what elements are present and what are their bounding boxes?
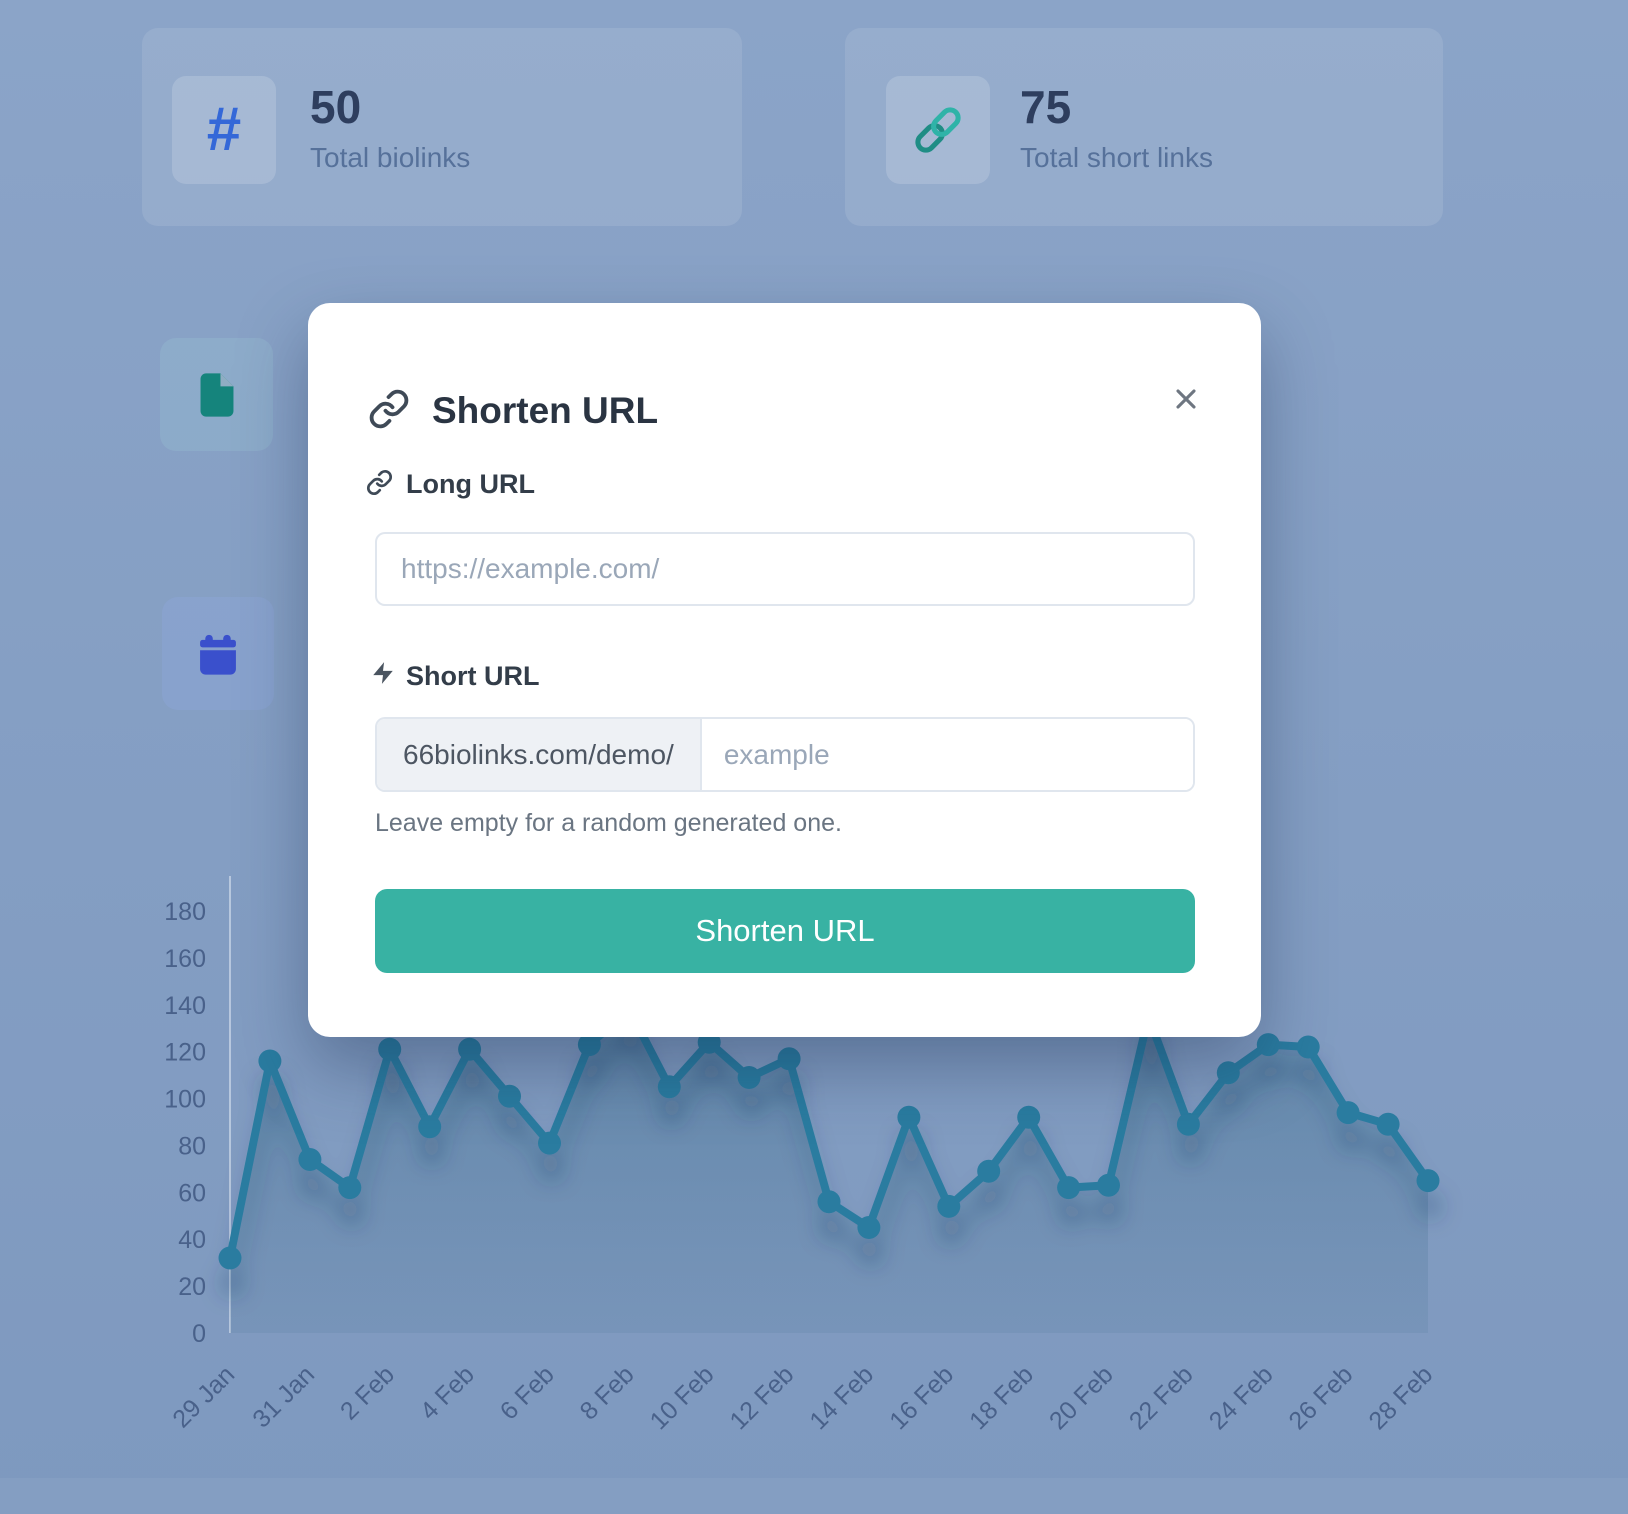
svg-text:160: 160	[164, 945, 206, 973]
calendar-icon	[162, 597, 274, 710]
background-band	[0, 1478, 1628, 1514]
svg-text:22 Feb: 22 Feb	[1124, 1360, 1199, 1435]
file-icon	[200, 372, 233, 417]
svg-text:26 Feb: 26 Feb	[1283, 1360, 1358, 1435]
shortlinks-count: 75	[1020, 81, 1072, 133]
svg-text:2 Feb: 2 Feb	[335, 1360, 400, 1425]
svg-text:18 Feb: 18 Feb	[964, 1360, 1039, 1435]
svg-text:12 Feb: 12 Feb	[724, 1360, 799, 1435]
link-icon	[369, 389, 409, 429]
svg-text:0: 0	[192, 1320, 206, 1348]
svg-text:24 Feb: 24 Feb	[1204, 1360, 1279, 1435]
biolinks-count: 50	[310, 81, 362, 133]
svg-text:20: 20	[178, 1273, 206, 1301]
svg-text:80: 80	[178, 1132, 206, 1160]
svg-text:6 Feb: 6 Feb	[495, 1360, 560, 1425]
chain-link-icon	[915, 107, 961, 153]
lightning-icon	[373, 662, 393, 684]
short-url-input[interactable]	[701, 719, 1193, 790]
stat-card-biolinks	[142, 28, 742, 226]
shorten-url-modal: Shorten URL Long URL Short URL 66biolink…	[308, 303, 1261, 1037]
svg-text:120: 120	[164, 1039, 206, 1067]
short-url-prefix: 66biolinks.com/demo/	[377, 719, 702, 790]
long-url-label: Long URL	[406, 469, 535, 499]
svg-text:31 Jan: 31 Jan	[247, 1360, 320, 1433]
short-url-input-group: 66biolinks.com/demo/	[375, 717, 1195, 792]
close-icon	[1176, 389, 1196, 409]
link-icon	[366, 469, 393, 496]
calendar-glyph-icon	[200, 634, 236, 675]
link-icon	[886, 76, 990, 184]
svg-text:100: 100	[164, 1086, 206, 1114]
shorten-url-button[interactable]: Shorten URL	[375, 889, 1195, 973]
svg-text:10 Feb: 10 Feb	[645, 1360, 720, 1435]
svg-text:60: 60	[178, 1179, 206, 1207]
shorten-url-button-label: Shorten URL	[695, 913, 875, 948]
svg-text:4 Feb: 4 Feb	[415, 1360, 480, 1425]
svg-text:8 Feb: 8 Feb	[575, 1360, 640, 1425]
svg-text:40: 40	[178, 1226, 206, 1254]
short-url-label: Short URL	[406, 661, 540, 691]
shortlinks-label: Total short links	[1020, 142, 1213, 173]
close-button[interactable]	[1170, 383, 1202, 415]
biolinks-label: Total biolinks	[310, 142, 471, 173]
short-url-helper-text: Leave empty for a random generated one.	[375, 809, 842, 837]
stat-card-shortlinks	[845, 28, 1443, 226]
hash-glyph: #	[206, 95, 242, 164]
hash-icon: #	[172, 76, 276, 184]
document-icon	[160, 338, 273, 451]
svg-text:20 Feb: 20 Feb	[1044, 1360, 1119, 1435]
svg-text:180: 180	[164, 898, 206, 926]
long-url-input[interactable]	[375, 532, 1195, 606]
svg-text:14 Feb: 14 Feb	[804, 1360, 879, 1435]
modal-title: Shorten URL	[432, 390, 659, 431]
svg-text:29 Jan: 29 Jan	[167, 1360, 240, 1433]
svg-text:28 Feb: 28 Feb	[1363, 1360, 1438, 1435]
svg-text:16 Feb: 16 Feb	[884, 1360, 959, 1435]
svg-text:140: 140	[164, 992, 206, 1020]
